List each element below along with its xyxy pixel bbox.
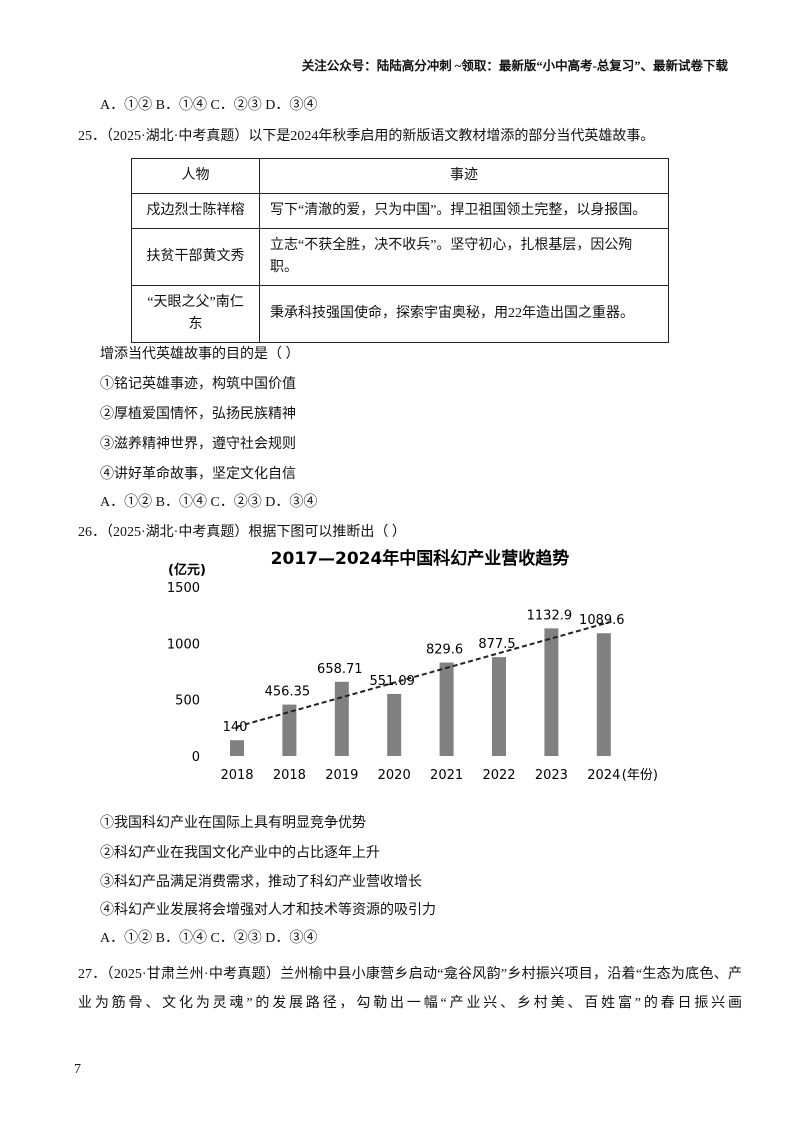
statement: ④科幻产业发展将会增强对人才和技术等资源的吸引力 (100, 903, 436, 918)
data-label: 1089.6 (579, 613, 625, 628)
data-label: 551.09 (369, 674, 415, 689)
trendline (236, 619, 615, 728)
header: 关注公众号：陆陆高分冲刺 ~领取：最新版“小中高考-总复习”、最新试卷下载 (301, 59, 728, 73)
y-tick-label: 1000 (167, 637, 200, 652)
y-tick-label: 1500 (167, 581, 200, 596)
prompt: 增添当代英雄故事的目的是（ ） (100, 347, 300, 362)
options: A．①② B．①④ C．②③ D．③④ (100, 495, 318, 510)
bar (544, 628, 559, 756)
bar (230, 740, 244, 756)
bar (492, 657, 506, 756)
bar (334, 681, 349, 756)
statement: ④讲好革命故事，坚定文化自信 (100, 467, 296, 482)
x-tick-label: 2019 (325, 768, 358, 783)
x-tick-label: 2024 (587, 768, 620, 783)
chart-title: 2017—2024年中国科幻产业营收趋势 (271, 548, 570, 569)
chart: 2017—2024年中国科幻产业营收趋势 (亿元) 0 500 1000 1500 20… (167, 548, 658, 783)
data-label: 658.71 (317, 662, 363, 677)
options: A．①② B．①④ C．②③ D．③④ (100, 931, 318, 946)
y-tick-label: 0 (192, 750, 200, 765)
x-tick-label: 2023 (535, 768, 568, 783)
table-cell: 戍边烈士陈祥榕 (131, 193, 260, 229)
bar (596, 633, 611, 756)
question-stem: 26．（2025·湖北·中考真题）根据下图可以推断出（ ） (78, 525, 406, 540)
bar (387, 693, 402, 756)
table-header: 人物 (131, 158, 260, 194)
x-tick-label: 2022 (482, 768, 515, 783)
statement: ①铭记英雄事迹，构筑中国价值 (100, 377, 296, 392)
statement: ①我国科幻产业在国际上具有明显竞争优势 (100, 816, 366, 831)
bar (282, 704, 297, 756)
x-tick-label: 2021 (430, 768, 463, 783)
page-number: 7 (74, 1062, 81, 1077)
x-axis-label: (年份) (622, 768, 658, 783)
x-tick-label: 2018 (273, 768, 306, 783)
question-stem: 25．（2025·湖北·中考真题）以下是2024年秋季启用的新版语文教材增添的部… (78, 129, 655, 144)
data-label: 140 (223, 720, 248, 735)
table-cell: 立志“不获全胜，决不收兵”。坚守初心，扎根基层，因公殉职。 (259, 228, 669, 286)
data-label: 1132.9 (527, 608, 573, 623)
x-tick-label: 2018 (220, 768, 253, 783)
y-axis-label: (亿元) (168, 562, 206, 578)
question-stem: 27．（2025·甘肃兰州·中考真题）兰州榆中县小康营乡启动“龛谷风韵”乡村振兴… (78, 967, 742, 1011)
table-header: 事迹 (259, 158, 669, 194)
statement: ③科幻产品满足消费需求，推动了科幻产业营收增长 (100, 875, 422, 890)
options: A．①② B．①④ C．②③ D．③④ (100, 98, 318, 113)
table-cell: 扶贫干部黄文秀 (131, 228, 260, 286)
x-tick-label: 2020 (378, 768, 411, 783)
table-cell: 写下“清澈的爱，只为中国”。捍卫祖国领土完整，以身报国。 (259, 193, 669, 229)
statement: ③滋养精神世界，遵守社会规则 (100, 437, 296, 452)
data-label: 829.6 (426, 643, 463, 658)
statement: ②科幻产业在我国文化产业中的占比逐年上升 (100, 846, 380, 861)
table-cell: 秉承科技强国使命，探索宇宙奥秘，用22年造出国之重器。 (259, 285, 669, 343)
y-tick-label: 500 (175, 694, 200, 709)
statement: ②厚植爱国情怀，弘扬民族精神 (100, 407, 296, 422)
data-label: 877.5 (478, 637, 515, 652)
table: 人物 事迹 戍边烈士陈祥榕 写下“清澈的爱，只为中国”。捍卫祖国领土完整，以身报国。… (131, 158, 669, 343)
bar (439, 662, 454, 756)
table-cell: “天眼之父”南仁东 (131, 285, 260, 343)
data-label: 456.35 (265, 685, 311, 700)
